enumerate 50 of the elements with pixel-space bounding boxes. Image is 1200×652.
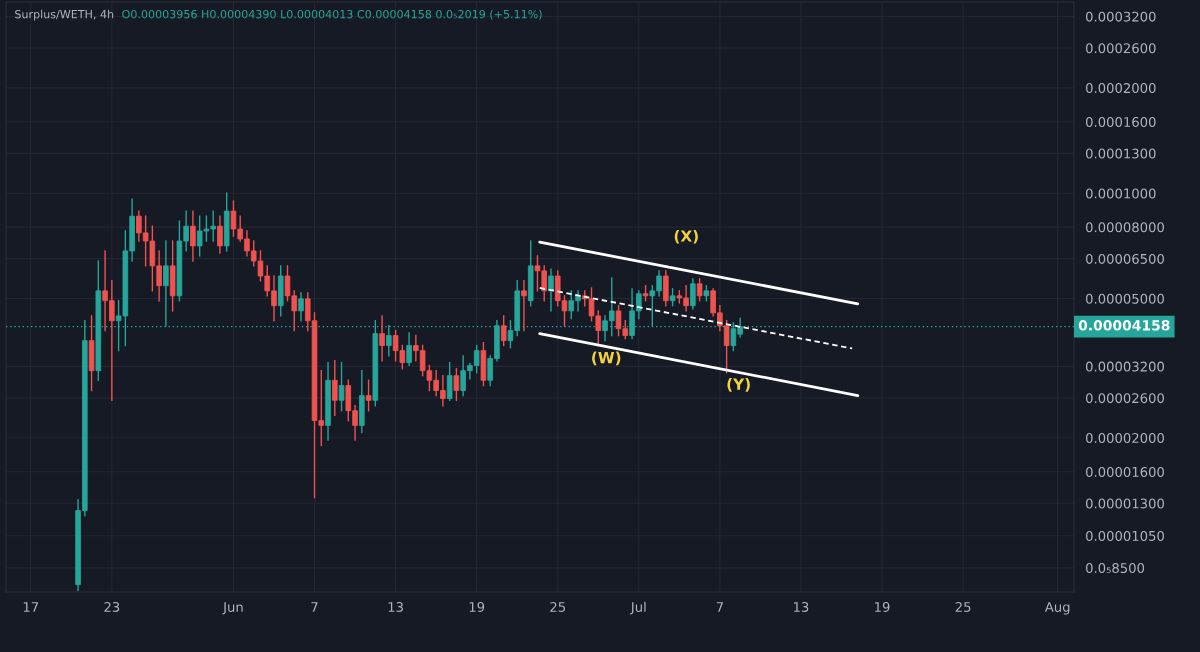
candlestick [338,361,345,412]
y-tick-label: 0.00005000 [1085,293,1164,304]
x-tick-label: 19 [875,601,890,612]
candlestick [406,332,412,367]
candlestick [298,292,304,322]
annotation: (W) [592,351,621,366]
candlestick [190,210,196,262]
y-tick-label: 0.00002000 [1085,433,1164,443]
y-tick-label: 0.0₅8500 [1085,563,1145,574]
y-tick-label: 0.00008000 [1085,222,1164,233]
annotation: O0.00003956 H0.00004390 L0.00004013 C0.00004158 0.0₅2019 (+5.11%) [122,9,542,20]
candlestick [696,278,703,302]
text: Surplus/WETH, 4h [15,9,114,21]
x-tick-label: 25 [955,601,971,612]
y-tick-label: 0.0003200 [1085,11,1156,22]
y-tick-label: 0.0001600 [1085,117,1156,127]
x-tick-label: 19 [469,601,485,612]
annotation: (X) [674,230,698,244]
y-tick-label: 0.0002600 [1085,43,1156,54]
y-tick-label: 0.00001600 [1085,466,1164,477]
x-tick-label: Jun [222,602,243,615]
y-tick-label: 0.0001000 [1085,188,1156,199]
annotation: (Y) [727,378,750,392]
y-tick-label: 0.0002000 [1085,83,1156,94]
x-tick-label: Aug [1044,602,1070,615]
x-tick-label: Jul [630,601,646,615]
x-tick-label: 17 [23,602,39,612]
candlestick [379,315,385,362]
candlestick [217,215,223,254]
x-tick-label: 13 [388,601,403,612]
candlestick [332,360,338,416]
ref-line-label: 0.00004158 [1078,320,1170,331]
y-tick-label: 0.00001050 [1085,530,1164,541]
y-tick-label: 0.00002600 [1085,393,1164,404]
y-tick-label: 0.00003200 [1085,361,1164,372]
candlestick [500,315,507,347]
y-tick-label: 0.00006500 [1085,253,1164,264]
candlestick [453,368,460,401]
x-tick-label: 7 [716,602,723,612]
candlestick [548,268,554,312]
x-tick-label: 23 [104,601,120,612]
y-tick-label: 0.00001300 [1085,498,1164,509]
y-tick-label: 0.0001300 [1085,148,1156,159]
x-tick-label: 25 [550,601,565,612]
x-tick-label: 7 [311,602,318,612]
candlestick [446,361,453,401]
candlestick [521,280,527,332]
candlestick [365,379,372,412]
candlestick [690,278,696,310]
x-tick-label: 13 [794,601,809,612]
